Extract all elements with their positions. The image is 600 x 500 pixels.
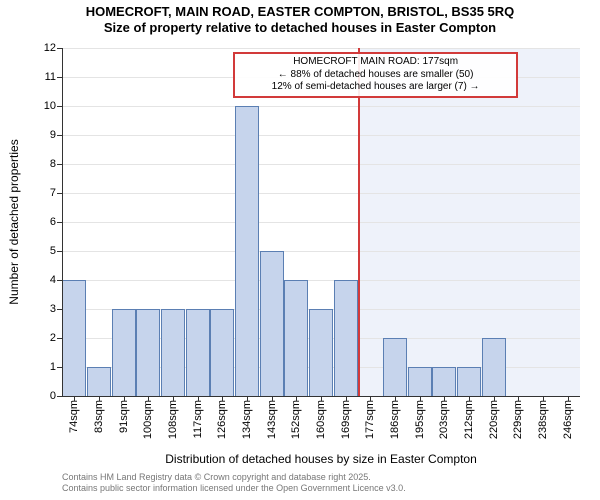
x-tick-label: 195sqm bbox=[414, 400, 426, 439]
histogram-bar bbox=[161, 309, 185, 396]
y-tick-label: 11 bbox=[45, 71, 56, 83]
histogram-bar bbox=[62, 280, 86, 396]
x-tick-label: 177sqm bbox=[364, 400, 376, 439]
histogram-bar bbox=[334, 280, 358, 396]
histogram-bar bbox=[136, 309, 160, 396]
x-tick-label: 220sqm bbox=[488, 400, 500, 439]
y-tick-label: 7 bbox=[50, 187, 56, 199]
histogram-bar bbox=[235, 106, 259, 396]
gridline bbox=[62, 251, 580, 252]
property-size-histogram: HOMECROFT, MAIN ROAD, EASTER COMPTON, BR… bbox=[0, 0, 600, 500]
gridline bbox=[62, 135, 580, 136]
x-axis-label: Distribution of detached houses by size … bbox=[165, 452, 477, 466]
y-axis-label: Number of detached properties bbox=[7, 139, 21, 304]
y-tick-label: 8 bbox=[50, 158, 56, 170]
x-tick-label: 212sqm bbox=[463, 400, 475, 439]
y-tick-label: 5 bbox=[50, 245, 56, 257]
x-tick-label: 117sqm bbox=[192, 400, 204, 438]
histogram-bar bbox=[186, 309, 210, 396]
histogram-bar bbox=[284, 280, 308, 396]
y-tick-label: 6 bbox=[50, 216, 56, 228]
title-line-1: HOMECROFT, MAIN ROAD, EASTER COMPTON, BR… bbox=[0, 4, 600, 20]
gridline bbox=[62, 193, 580, 194]
x-tick-label: 169sqm bbox=[340, 400, 352, 439]
gridline bbox=[62, 106, 580, 107]
attribution-line-2: Contains public sector information licen… bbox=[62, 483, 406, 494]
plot-area: 012345678910111274sqm83sqm91sqm100sqm108… bbox=[62, 48, 580, 396]
y-tick-label: 4 bbox=[50, 274, 56, 286]
histogram-bar bbox=[87, 367, 111, 396]
x-tick-label: 74sqm bbox=[68, 400, 80, 433]
x-tick-label: 246sqm bbox=[562, 400, 574, 439]
title-line-2: Size of property relative to detached ho… bbox=[0, 20, 600, 36]
x-tick-label: 100sqm bbox=[142, 400, 154, 439]
y-tick-label: 3 bbox=[50, 303, 56, 315]
x-tick-label: 160sqm bbox=[315, 400, 327, 439]
histogram-bar bbox=[210, 309, 234, 396]
y-tick-label: 9 bbox=[50, 129, 56, 141]
y-tick-label: 2 bbox=[50, 332, 56, 344]
y-axis-line bbox=[62, 48, 63, 396]
reference-line-this-property bbox=[358, 48, 360, 396]
x-tick-label: 108sqm bbox=[167, 400, 179, 439]
x-tick-label: 91sqm bbox=[118, 400, 130, 433]
y-tick-label: 12 bbox=[44, 42, 56, 54]
x-tick-label: 152sqm bbox=[290, 400, 302, 439]
histogram-bar bbox=[383, 338, 407, 396]
attribution-line-1: Contains HM Land Registry data © Crown c… bbox=[62, 472, 406, 483]
x-tick-label: 238sqm bbox=[537, 400, 549, 439]
x-tick-label: 203sqm bbox=[438, 400, 450, 439]
property-callout-box: HOMECROFT MAIN ROAD: 177sqm← 88% of deta… bbox=[233, 52, 518, 98]
x-tick-label: 143sqm bbox=[266, 400, 278, 439]
callout-line: ← 88% of detached houses are smaller (50… bbox=[241, 69, 510, 82]
x-tick-label: 229sqm bbox=[512, 400, 524, 439]
histogram-bar bbox=[408, 367, 432, 396]
histogram-bar bbox=[432, 367, 456, 396]
x-tick-label: 186sqm bbox=[389, 400, 401, 439]
gridline bbox=[62, 222, 580, 223]
x-tick-label: 126sqm bbox=[216, 400, 228, 439]
gridline bbox=[62, 48, 580, 49]
x-tick-label: 83sqm bbox=[93, 400, 105, 433]
callout-line: 12% of semi-detached houses are larger (… bbox=[241, 81, 510, 94]
histogram-bar bbox=[309, 309, 333, 396]
x-tick-label: 134sqm bbox=[241, 400, 253, 439]
histogram-bar bbox=[260, 251, 284, 396]
histogram-bar bbox=[482, 338, 506, 396]
y-tick-label: 10 bbox=[44, 100, 56, 112]
y-tick-label: 0 bbox=[50, 390, 56, 402]
gridline bbox=[62, 280, 580, 281]
x-axis-line bbox=[62, 396, 580, 397]
attribution-text: Contains HM Land Registry data © Crown c… bbox=[62, 472, 406, 494]
y-tick-label: 1 bbox=[50, 361, 56, 373]
histogram-bar bbox=[112, 309, 136, 396]
histogram-bar bbox=[457, 367, 481, 396]
chart-title: HOMECROFT, MAIN ROAD, EASTER COMPTON, BR… bbox=[0, 0, 600, 37]
gridline bbox=[62, 164, 580, 165]
callout-line: HOMECROFT MAIN ROAD: 177sqm bbox=[241, 56, 510, 69]
